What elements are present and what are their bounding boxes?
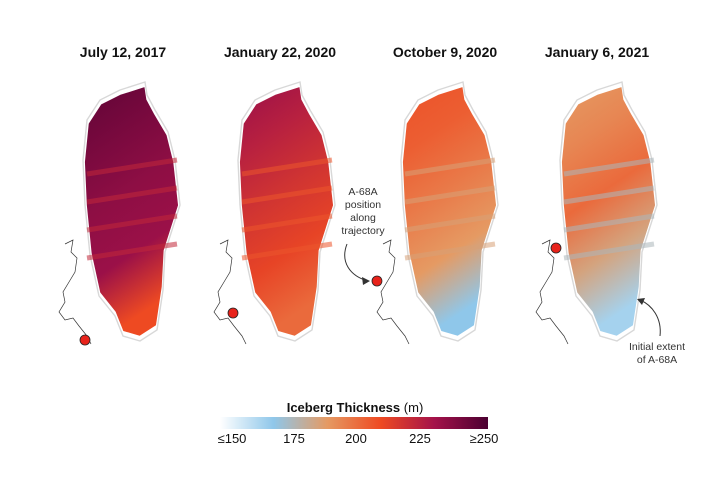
thin-band (563, 185, 655, 205)
thin-band (86, 185, 178, 205)
thin-band (404, 185, 496, 205)
iceberg-thickness (239, 87, 334, 336)
panel-title-4: January 6, 2021 (544, 44, 650, 60)
thin-band (86, 213, 178, 233)
legend-title-text: Iceberg Thickness (286, 400, 401, 415)
legend-tick-2: 175 (283, 431, 305, 446)
position-arrow-head (362, 277, 370, 285)
thin-band (563, 157, 655, 177)
thin-band (241, 157, 333, 177)
thin-band (86, 157, 178, 177)
extent-arrow-head (637, 298, 645, 305)
legend-tick-5: ≥250 (469, 431, 499, 446)
coastline (535, 239, 569, 345)
position-annotation: A-68A position along trajectory (341, 186, 385, 237)
coastline (213, 239, 247, 345)
legend-tick-4: 225 (409, 431, 431, 446)
extent-annotation: Initial extent of A-68A (628, 341, 686, 366)
coastline (58, 239, 92, 345)
position-arrow (344, 243, 369, 282)
legend-tick-1: ≤150 (217, 431, 247, 446)
iceberg-thickness (84, 87, 179, 336)
legend-unit: (m) (403, 400, 424, 415)
thin-band (563, 241, 655, 261)
iceberg-map-4 (535, 81, 658, 345)
position-marker-1 (79, 334, 91, 346)
coastline (376, 239, 410, 345)
thin-band (404, 157, 496, 177)
iceberg-thickness (561, 87, 656, 336)
position-marker-3 (371, 275, 383, 287)
panel-title-2: January 22, 2020 (223, 44, 337, 60)
panel-title-3: October 9, 2020 (392, 44, 498, 60)
iceberg-map-1 (58, 81, 181, 345)
extent-arrow (639, 299, 661, 337)
iceberg-map-3 (376, 81, 499, 345)
legend-tick-3: 200 (345, 431, 367, 446)
thin-band (563, 213, 655, 233)
legend-colorbar (220, 417, 488, 429)
thin-band (241, 185, 333, 205)
thin-band (404, 241, 496, 261)
thin-band (404, 213, 496, 233)
iceberg-map-2 (213, 81, 336, 345)
iceberg-thickness (402, 87, 497, 336)
panel-title-1: July 12, 2017 (79, 44, 167, 60)
position-marker-2 (227, 307, 239, 319)
thin-band (86, 241, 178, 261)
legend-title: Iceberg Thickness (m) (220, 400, 490, 415)
thin-band (241, 213, 333, 233)
thin-band (241, 241, 333, 261)
position-marker-4 (550, 242, 562, 254)
